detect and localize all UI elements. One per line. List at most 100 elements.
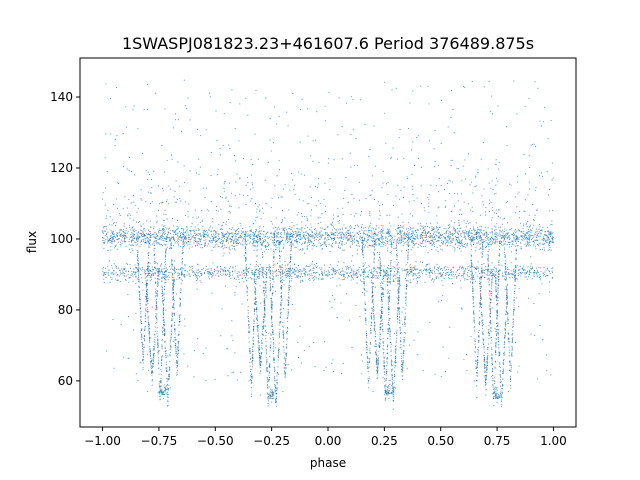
data-point — [444, 237, 446, 239]
data-point — [235, 232, 237, 234]
data-point — [223, 235, 225, 237]
data-point — [275, 243, 277, 245]
data-point — [382, 227, 384, 229]
data-point — [298, 276, 300, 278]
data-point — [283, 271, 285, 273]
data-point — [312, 235, 314, 237]
data-point — [173, 283, 175, 285]
data-point — [480, 240, 482, 242]
data-point — [547, 249, 549, 251]
data-point — [370, 222, 372, 224]
data-point — [172, 299, 174, 301]
data-point — [168, 266, 170, 268]
data-point — [224, 244, 226, 246]
data-point — [373, 266, 375, 268]
data-point — [501, 237, 503, 239]
data-point — [321, 227, 323, 229]
data-point — [164, 265, 166, 267]
data-point — [389, 234, 391, 236]
data-point — [282, 240, 284, 242]
data-point — [259, 236, 261, 238]
data-point — [533, 240, 535, 242]
data-point — [272, 241, 274, 243]
data-point — [521, 231, 523, 233]
data-point — [165, 249, 167, 251]
data-point — [151, 365, 153, 367]
data-point — [453, 276, 455, 278]
data-point — [362, 227, 364, 229]
data-point — [163, 272, 165, 274]
data-point — [159, 265, 161, 267]
data-point — [210, 225, 212, 227]
data-point — [236, 243, 238, 244]
data-point — [537, 272, 539, 274]
data-point — [268, 244, 270, 246]
data-point — [174, 328, 176, 330]
data-point — [485, 274, 487, 276]
data-point — [366, 267, 368, 269]
data-point — [125, 232, 127, 234]
data-point — [342, 270, 344, 272]
data-point — [508, 235, 510, 237]
data-point — [146, 272, 148, 274]
data-point — [149, 236, 151, 238]
data-point — [160, 235, 162, 237]
data-point — [200, 239, 201, 241]
data-point — [211, 236, 213, 238]
data-point — [313, 236, 315, 238]
data-point — [147, 270, 149, 272]
data-point — [276, 236, 278, 238]
data-point — [344, 243, 346, 245]
data-point — [148, 324, 150, 326]
data-point — [502, 235, 504, 237]
data-point — [184, 232, 186, 234]
data-point — [427, 232, 429, 234]
data-point — [151, 374, 153, 376]
data-point — [378, 231, 380, 233]
data-point — [120, 268, 122, 270]
data-point — [331, 243, 333, 245]
data-point — [362, 240, 364, 242]
data-point — [217, 237, 219, 239]
data-point — [552, 241, 554, 243]
data-point — [442, 236, 444, 238]
data-point — [141, 333, 142, 335]
data-point — [346, 267, 348, 269]
data-point — [429, 236, 431, 238]
data-point — [520, 271, 522, 273]
data-point — [455, 229, 457, 231]
data-point — [424, 235, 426, 237]
data-point — [165, 270, 167, 272]
data-point — [145, 296, 147, 298]
data-point — [234, 241, 236, 243]
data-point — [358, 271, 360, 273]
data-point — [398, 224, 400, 226]
data-point — [110, 234, 112, 236]
data-point — [152, 359, 154, 361]
data-point — [371, 244, 373, 246]
data-point — [167, 401, 169, 403]
data-point — [102, 237, 104, 239]
data-point — [415, 261, 417, 263]
data-point — [549, 247, 551, 249]
data-point — [328, 235, 330, 237]
data-point — [162, 303, 164, 305]
data-point — [165, 233, 167, 235]
data-point — [289, 270, 291, 272]
data-point — [149, 346, 151, 348]
data-point — [193, 242, 195, 244]
data-point — [151, 380, 153, 382]
data-point — [174, 230, 176, 232]
data-point — [112, 230, 114, 232]
data-point — [268, 264, 270, 266]
data-point — [342, 273, 344, 275]
data-point — [437, 269, 439, 271]
data-point — [417, 273, 419, 275]
data-point — [167, 393, 169, 395]
data-point — [420, 269, 422, 271]
data-point — [179, 234, 181, 236]
data-point — [172, 288, 174, 290]
data-point — [446, 241, 448, 243]
data-point — [156, 293, 158, 295]
data-point — [195, 273, 197, 275]
